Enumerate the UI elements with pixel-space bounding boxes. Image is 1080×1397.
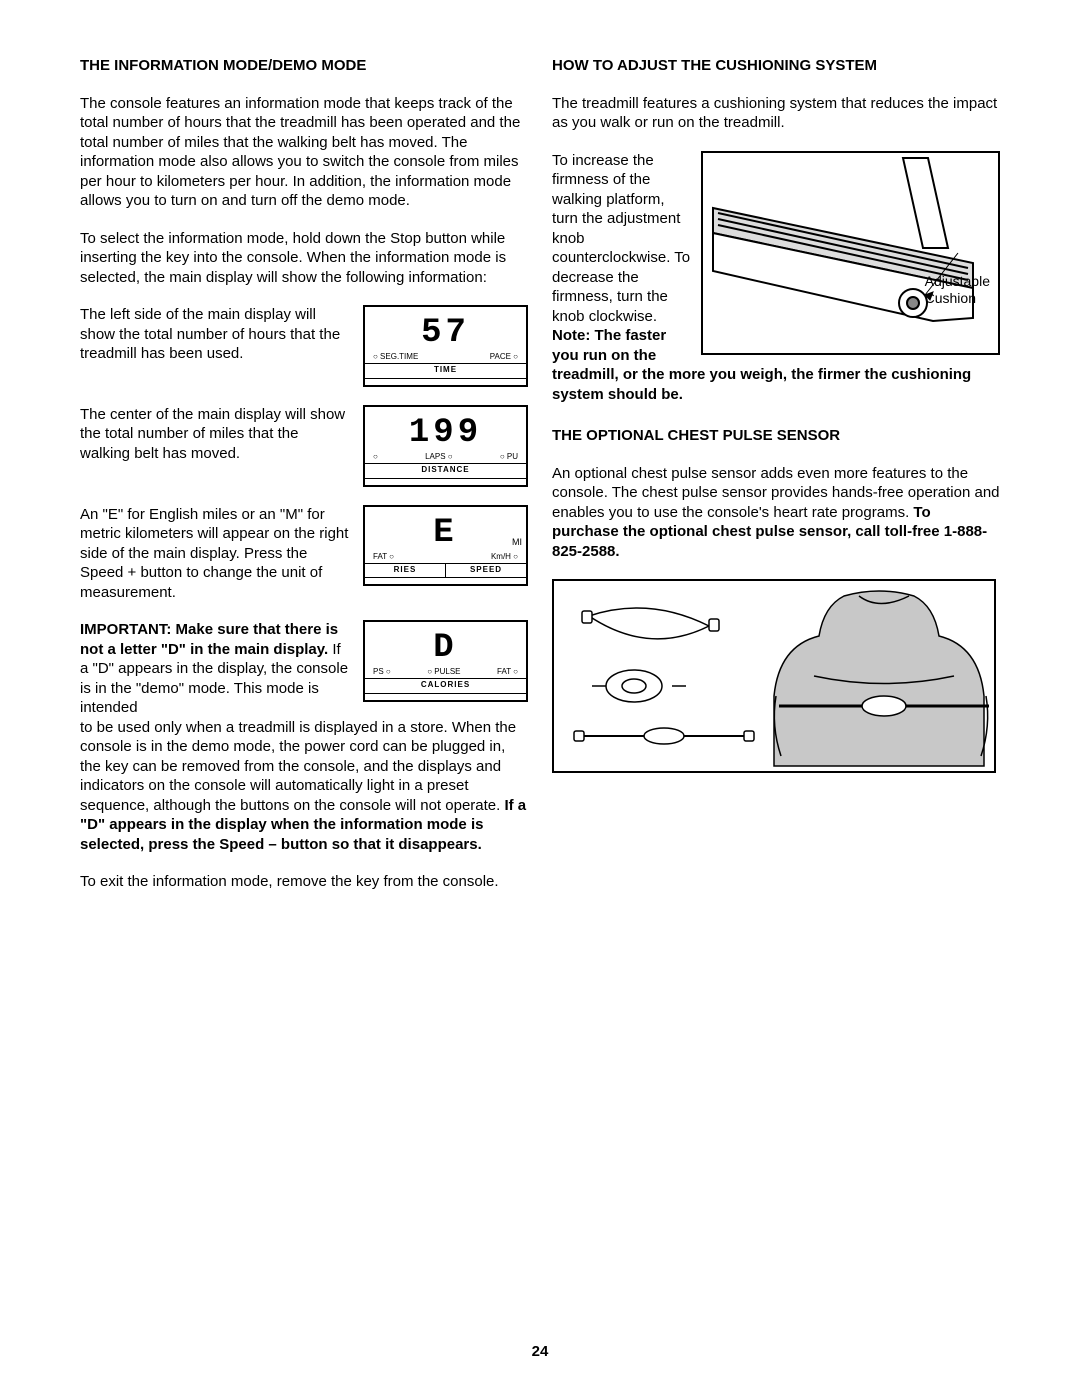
- demo-cont-text: to be used only when a treadmill is disp…: [80, 719, 516, 814]
- exit-info-mode: To exit the information mode, remove the…: [80, 872, 528, 892]
- info-block-units-text: An "E" for English miles or an "M" for m…: [80, 505, 351, 603]
- lcd-speed-sub-left: FAT ○: [373, 552, 394, 562]
- cushioning-heading: HOW TO ADJUST THE CUSHIONING SYSTEM: [552, 56, 1000, 76]
- treadmill-illustration-icon: [703, 153, 998, 353]
- info-mode-heading: THE INFORMATION MODE/DEMO MODE: [80, 56, 528, 76]
- lcd-distance-sub-right: ○ PU: [500, 452, 518, 462]
- right-column: HOW TO ADJUST THE CUSHIONING SYSTEM The …: [552, 56, 1000, 910]
- manual-page: THE INFORMATION MODE/DEMO MODE The conso…: [0, 0, 1080, 1397]
- cushioning-p1: The treadmill features a cushioning syst…: [552, 94, 1000, 133]
- lcd-distance-sub-mid: LAPS ○: [425, 452, 453, 462]
- lcd-time-sub-left: ○ SEG.TIME: [373, 352, 418, 362]
- info-block-demo: IMPORTANT: Make sure that there is not a…: [80, 620, 528, 718]
- chest-sensor-p: An optional chest pulse sensor adds even…: [552, 464, 1000, 562]
- chest-sensor-figure: [552, 579, 996, 773]
- info-block-miles-text: The center of the main display will show…: [80, 405, 351, 464]
- lcd-distance-value: 199: [369, 410, 522, 450]
- lcd-speed-value: E: [369, 510, 522, 550]
- lcd-distance: 199 ○ LAPS ○ ○ PU DISTANCE: [363, 405, 528, 487]
- lcd-time: 57 ○ SEG.TIME PACE ○ TIME: [363, 305, 528, 387]
- lcd-time-value: 57: [369, 310, 522, 350]
- info-mode-p1: The console features an information mode…: [80, 94, 528, 211]
- lcd-speed-label-left: RIES: [365, 564, 446, 577]
- info-block-demo-text: IMPORTANT: Make sure that there is not a…: [80, 620, 351, 718]
- lcd-cal-label: CALORIES: [365, 679, 526, 692]
- left-column: THE INFORMATION MODE/DEMO MODE The conso…: [80, 56, 528, 910]
- lcd-time-label: TIME: [365, 364, 526, 377]
- lcd-distance-sub-left: ○: [373, 452, 378, 462]
- two-column-layout: THE INFORMATION MODE/DEMO MODE The conso…: [80, 56, 1000, 910]
- info-block-hours: The left side of the main display will s…: [80, 305, 528, 387]
- cushion-callout-l2: Cushion: [925, 290, 990, 307]
- info-block-miles: The center of the main display will show…: [80, 405, 528, 487]
- page-number: 24: [0, 1342, 1080, 1362]
- lcd-distance-label: DISTANCE: [365, 464, 526, 477]
- chest-sensor-illustration-icon: [554, 581, 994, 771]
- lcd-speed-sub-right: Km/H ○: [491, 552, 518, 562]
- lcd-calories: D PS ○ ○ PULSE FAT ○ CALORIES: [363, 620, 528, 702]
- chest-sensor-text: An optional chest pulse sensor adds even…: [552, 465, 1000, 521]
- info-block-units: An "E" for English miles or an "M" for m…: [80, 505, 528, 603]
- lcd-cal-sub-mid: ○ PULSE: [427, 667, 460, 677]
- cushion-callout: Adjustable Cushion: [925, 273, 990, 307]
- treadmill-cushion-figure: Adjustable Cushion: [701, 151, 1000, 355]
- lcd-speed-label-right: SPEED: [446, 564, 526, 577]
- lcd-calories-value: D: [369, 625, 522, 665]
- lcd-speed-side: MI: [512, 537, 522, 549]
- demo-warning-bold: IMPORTANT: Make sure that there is not a…: [80, 621, 338, 658]
- lcd-speed: E MI FAT ○ Km/H ○ RIES SPEED: [363, 505, 528, 587]
- info-block-hours-text: The left side of the main display will s…: [80, 305, 351, 364]
- chest-sensor-heading: THE OPTIONAL CHEST PULSE SENSOR: [552, 426, 1000, 446]
- demo-continuation: to be used only when a treadmill is disp…: [80, 718, 528, 855]
- lcd-cal-sub-left: PS ○: [373, 667, 391, 677]
- lcd-cal-sub-right: FAT ○: [497, 667, 518, 677]
- cushioning-p2a: To increase the firmness of the walking …: [552, 152, 690, 325]
- cushion-callout-l1: Adjustable: [925, 273, 990, 290]
- info-mode-p2: To select the information mode, hold dow…: [80, 229, 528, 288]
- lcd-time-sub-right: PACE ○: [490, 352, 518, 362]
- cushioning-block: Adjustable Cushion To increase the firmn…: [552, 151, 1000, 423]
